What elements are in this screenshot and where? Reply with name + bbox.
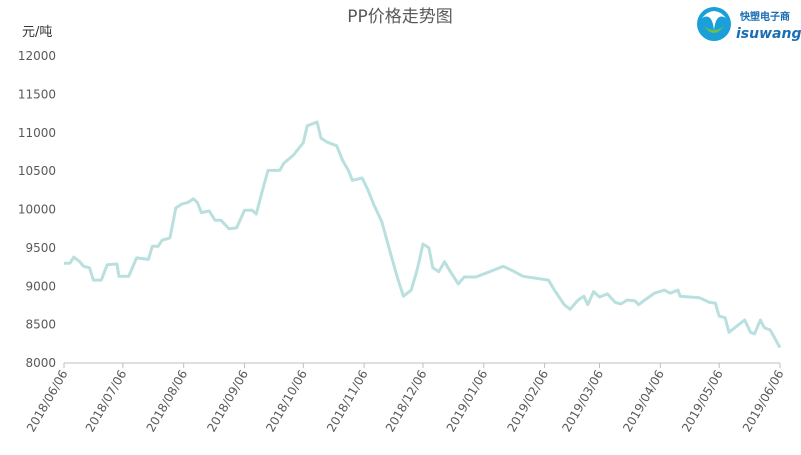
y-tick-label: 8000 [25,356,56,370]
y-tick-label: 11500 [18,87,56,101]
price-line [64,120,782,349]
x-tick-label: 2018/08/06 [144,368,191,435]
y-tick-label: 11000 [18,126,56,140]
x-tick-label: 2018/12/06 [383,368,430,435]
y-tick-label: 10000 [18,203,56,217]
x-tick-label: 2018/07/06 [83,368,130,435]
x-tick-label: 2019/03/06 [559,368,606,435]
y-axis-unit: 元/吨 [22,25,52,40]
chart-title: PP价格走势图 [347,7,453,27]
y-tick-label: 10500 [18,164,56,178]
x-tick-label: 2019/02/06 [504,368,551,435]
x-tick-label: 2019/05/06 [679,368,726,435]
x-tick-label: 2018/06/06 [24,368,71,435]
y-tick-label: 9000 [25,279,56,293]
x-tick-label: 2018/10/06 [263,368,310,435]
logo-site: isuwang.co [736,26,801,42]
logo-name: 快塑电子商 [739,10,790,23]
logo-wave [704,26,724,33]
x-tick-label: 2018/11/06 [324,368,371,435]
x-tick-label: 2018/09/06 [204,368,251,435]
logo-leaf [702,11,726,30]
logo: 快塑电子商 isuwang.co [697,7,801,42]
x-tick-label: 2019/06/06 [740,368,787,435]
y-tick-label: 8500 [25,318,56,332]
x-tick-label: 2019/01/06 [444,367,491,434]
x-tick-label: 2019/04/06 [620,368,667,435]
y-tick-label: 9500 [25,241,56,255]
y-tick-label: 12000 [18,49,56,63]
